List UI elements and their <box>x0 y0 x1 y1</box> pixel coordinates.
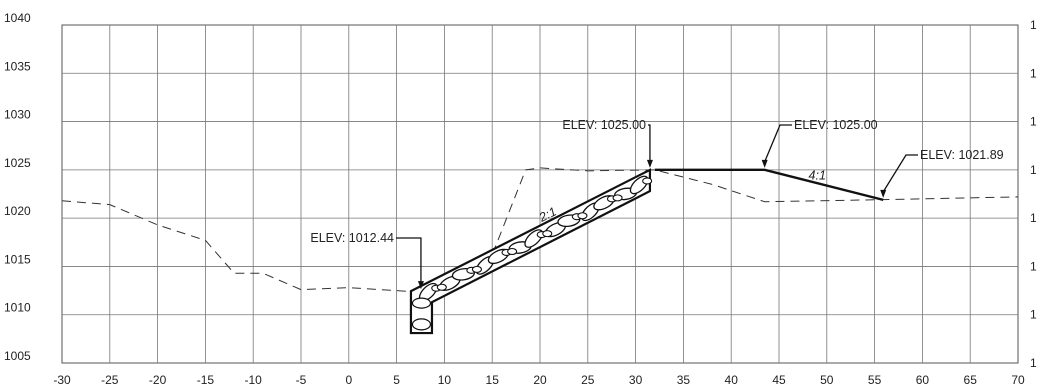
callout-arrowhead <box>880 189 887 198</box>
callout-arrowhead <box>417 281 424 290</box>
x-tick-label: -15 <box>197 373 215 387</box>
y-tick-label: 1025 <box>4 156 31 170</box>
riprap-stone-small <box>577 212 588 220</box>
right-axis-label: 1 <box>1030 66 1037 80</box>
x-tick-label: -30 <box>53 373 71 387</box>
x-tick-label: 20 <box>533 373 547 387</box>
x-tick-label: 40 <box>725 373 739 387</box>
elevation-callout-label: ELEV: 1025.00 <box>562 118 646 132</box>
slope-ratio-label: 4:1 <box>809 169 826 183</box>
x-tick-label: -10 <box>245 373 263 387</box>
riprap-stone-small <box>436 283 447 291</box>
riprap-stone-small <box>542 230 553 238</box>
elevation-callout-label: ELEV: 1025.00 <box>794 118 878 132</box>
x-tick-label: 25 <box>581 373 595 387</box>
x-axis-ticks: -30 -25 -20 -15 -10 -5 0 5 10 15 20 25 30 35 40 45 50 55 6… <box>53 373 1025 387</box>
callout-arrowhead <box>761 159 768 168</box>
y-tick-label: 1010 <box>4 301 31 315</box>
riprap-embankment <box>409 168 653 335</box>
proposed-grade-bold-line <box>654 168 884 202</box>
right-axis-label: 1 <box>1030 308 1037 322</box>
riprap-stone-small <box>507 247 518 256</box>
x-tick-label: 15 <box>486 373 500 387</box>
x-tick-label: 45 <box>772 373 786 387</box>
riprap-stone-small <box>612 194 623 202</box>
y-tick-label: 1005 <box>4 349 31 363</box>
y-tick-label: 1015 <box>4 252 31 266</box>
existing-ground-line <box>61 167 1019 293</box>
callout-arrowhead <box>646 159 653 168</box>
callout-leader <box>648 124 651 162</box>
right-axis-label: 1 <box>1030 18 1037 32</box>
x-tick-label: 35 <box>677 373 691 387</box>
right-axis-labels: 1 1 1 1 1 1 1 1 <box>1030 18 1037 370</box>
right-axis-label: 1 <box>1030 211 1037 225</box>
right-axis-label: 1 <box>1030 259 1037 273</box>
x-tick-label: 70 <box>1011 373 1025 387</box>
riprap-stone-small <box>471 265 483 273</box>
x-tick-label: -25 <box>101 373 119 387</box>
x-tick-label: -5 <box>296 373 307 387</box>
y-tick-label: 1030 <box>4 108 31 122</box>
x-tick-label: 65 <box>964 373 978 387</box>
riprap-outline <box>409 168 652 335</box>
elevation-callout-label: ELEV: 1021.89 <box>920 148 1004 162</box>
riprap-stone-small <box>642 177 653 185</box>
x-tick-label: 55 <box>868 373 882 387</box>
riprap-stone <box>411 297 432 309</box>
elevation-callouts: ELEV: 1012.44 ELEV: 1025.00 ELEV: 1025.00 E… <box>310 118 1004 290</box>
x-tick-label: 30 <box>629 373 643 387</box>
elevation-callout-label: ELEV: 1012.44 <box>310 231 394 245</box>
right-axis-label: 1 <box>1030 356 1037 370</box>
y-tick-label: 1020 <box>4 204 31 218</box>
x-tick-label: 50 <box>820 373 834 387</box>
proposed-grade-line <box>654 168 884 202</box>
right-axis-label: 1 <box>1030 163 1037 177</box>
x-tick-label: 60 <box>916 373 930 387</box>
x-tick-label: 5 <box>393 373 400 387</box>
callout-leader <box>396 237 422 284</box>
right-axis-label: 1 <box>1030 115 1037 129</box>
riprap-stone <box>411 318 432 331</box>
y-tick-label: 1035 <box>4 59 31 73</box>
x-tick-label: -20 <box>149 373 167 387</box>
callout-leader <box>764 124 792 163</box>
y-axis-ticks: 1040 1035 1030 1025 1020 1015 1010 1005 <box>4 11 31 363</box>
y-tick-label: 1040 <box>4 11 31 25</box>
grid <box>61 24 1019 364</box>
existing-ground-profile <box>61 167 1019 293</box>
x-tick-label: 10 <box>438 373 452 387</box>
callout-leader <box>882 154 918 193</box>
x-tick-label: 0 <box>345 373 352 387</box>
